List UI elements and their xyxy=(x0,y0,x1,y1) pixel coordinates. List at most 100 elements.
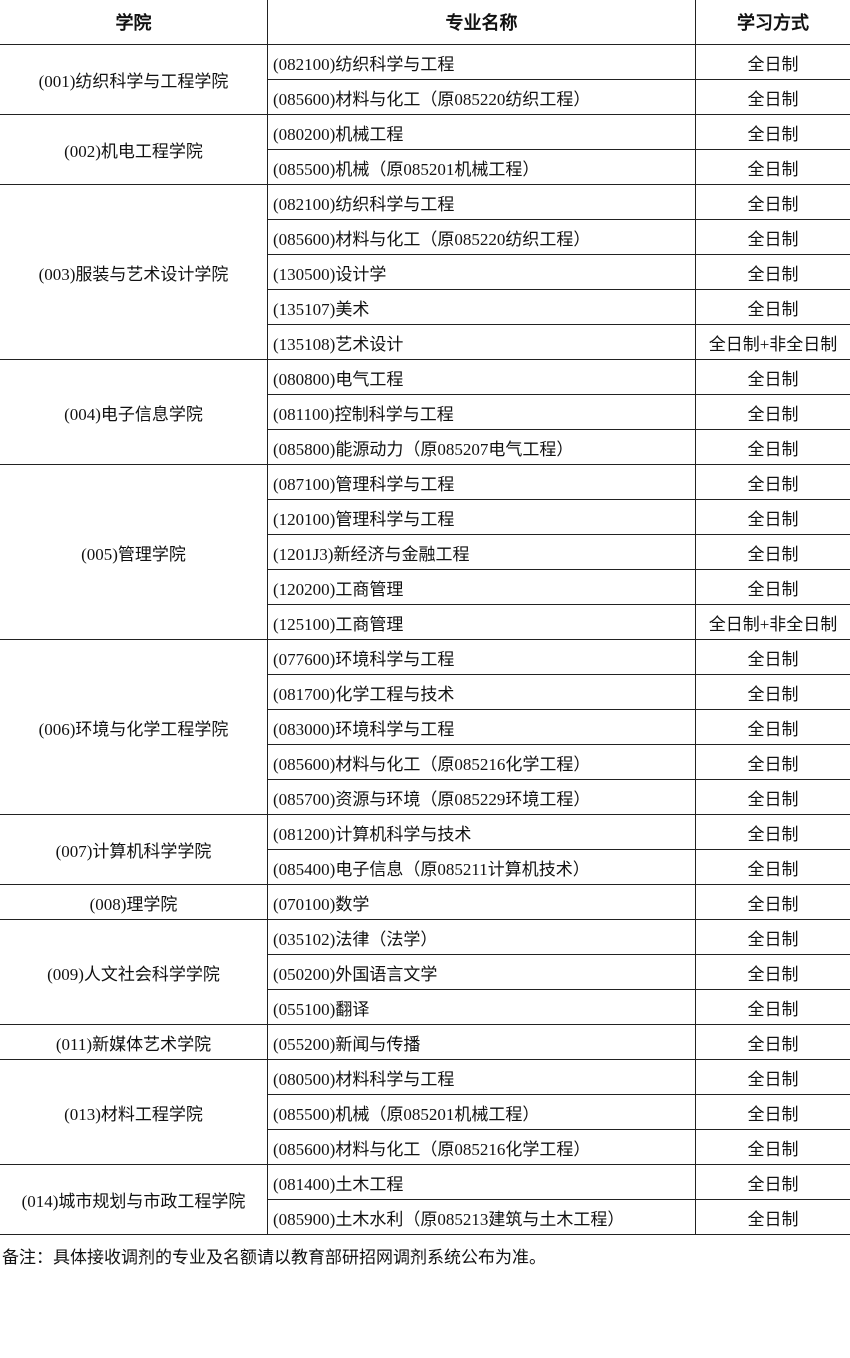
major-cell: (081200)计算机科学与技术 xyxy=(267,814,696,850)
college-cell: (008)理学院 xyxy=(0,884,268,920)
study-mode-cell: 全日制 xyxy=(695,499,850,535)
table-row: (130500)设计学 全日制 xyxy=(0,254,850,290)
major-cell: (120100)管理科学与工程 xyxy=(267,499,696,535)
major-cell: (077600)环境科学与工程 xyxy=(267,639,696,675)
table-row: (085600)材料与化工（原085220纺织工程） 全日制 xyxy=(0,79,850,115)
major-cell: (085800)能源动力（原085207电气工程） xyxy=(267,429,696,465)
study-mode-cell: 全日制 xyxy=(695,534,850,570)
table-row: (011)新媒体艺术学院 (055200)新闻与传播 全日制 xyxy=(0,1024,850,1060)
study-mode-cell: 全日制 xyxy=(695,674,850,710)
college-cell: (014)城市规划与市政工程学院 xyxy=(0,1164,268,1235)
college-cell: (005)管理学院 xyxy=(0,464,268,640)
table-row: (004)电子信息学院 (080800)电气工程 全日制 xyxy=(0,359,850,465)
study-mode-cell: 全日制 xyxy=(695,1164,850,1200)
study-mode-cell: 全日制 xyxy=(695,1129,850,1165)
major-cell: (085500)机械（原085201机械工程） xyxy=(267,1094,696,1130)
major-cell: (085500)机械（原085201机械工程） xyxy=(267,149,696,185)
table-row: (083000)环境科学与工程 全日制 xyxy=(0,709,850,745)
major-cell: (050200)外国语言文学 xyxy=(267,954,696,990)
study-mode-cell: 全日制 xyxy=(695,184,850,220)
major-cell: (055100)翻译 xyxy=(267,989,696,1025)
college-cell: (004)电子信息学院 xyxy=(0,359,268,465)
study-mode-cell: 全日制 xyxy=(695,1024,850,1060)
college-cell: (006)环境与化学工程学院 xyxy=(0,639,268,815)
major-cell: (080200)机械工程 xyxy=(267,114,696,150)
header-college: 学院 xyxy=(0,0,268,45)
study-mode-cell: 全日制 xyxy=(695,814,850,850)
table-row: (014)城市规划与市政工程学院 (081400)土木工程 全日制 xyxy=(0,1164,850,1235)
study-mode-cell: 全日制 xyxy=(695,709,850,745)
table-row: (081100)控制科学与工程 全日制 xyxy=(0,394,850,430)
table-row: (135108)艺术设计 全日制+非全日制 xyxy=(0,324,850,360)
table-row: (085700)资源与环境（原085229环境工程） 全日制 xyxy=(0,779,850,815)
study-mode-cell: 全日制 xyxy=(695,79,850,115)
college-cell: (003)服装与艺术设计学院 xyxy=(0,184,268,360)
study-mode-cell: 全日制 xyxy=(695,744,850,780)
major-cell: (1201J3)新经济与金融工程 xyxy=(267,534,696,570)
study-mode-cell: 全日制 xyxy=(695,394,850,430)
table-header-row: 学院 专业名称 学习方式 xyxy=(0,0,850,45)
table-row: (085900)土木水利（原085213建筑与土木工程） 全日制 xyxy=(0,1199,850,1235)
study-mode-cell: 全日制 xyxy=(695,464,850,500)
major-cell: (055200)新闻与传播 xyxy=(267,1024,696,1060)
major-cell: (087100)管理科学与工程 xyxy=(267,464,696,500)
major-cell: (070100)数学 xyxy=(267,884,696,920)
table-row: (003)服装与艺术设计学院 (082100)纺织科学与工程 全日制 xyxy=(0,184,850,360)
college-cell: (009)人文社会科学学院 xyxy=(0,919,268,1025)
table-row: (013)材料工程学院 (080500)材料科学与工程 全日制 xyxy=(0,1059,850,1165)
table-row: (009)人文社会科学学院 (035102)法律（法学） 全日制 xyxy=(0,919,850,1025)
table-row: (085600)材料与化工（原085216化学工程） 全日制 xyxy=(0,744,850,780)
study-mode-cell: 全日制 xyxy=(695,849,850,885)
study-mode-cell: 全日制 xyxy=(695,114,850,150)
major-cell: (125100)工商管理 xyxy=(267,604,696,640)
table-row: (135107)美术 全日制 xyxy=(0,289,850,325)
major-cell: (085700)资源与环境（原085229环境工程） xyxy=(267,779,696,815)
table-row: (006)环境与化学工程学院 (077600)环境科学与工程 全日制 xyxy=(0,639,850,815)
study-mode-cell: 全日制 xyxy=(695,1094,850,1130)
header-major: 专业名称 xyxy=(267,0,696,45)
study-mode-cell: 全日制 xyxy=(695,884,850,920)
major-cell: (080500)材料科学与工程 xyxy=(267,1059,696,1095)
study-mode-cell: 全日制 xyxy=(695,989,850,1025)
study-mode-cell: 全日制 xyxy=(695,44,850,80)
study-mode-cell: 全日制 xyxy=(695,289,850,325)
table-row: (085500)机械（原085201机械工程） 全日制 xyxy=(0,1094,850,1130)
table-row: (002)机电工程学院 (080200)机械工程 全日制 xyxy=(0,114,850,185)
study-mode-cell: 全日制+非全日制 xyxy=(695,604,850,640)
major-cell: (082100)纺织科学与工程 xyxy=(267,184,696,220)
major-cell: (085900)土木水利（原085213建筑与土木工程） xyxy=(267,1199,696,1235)
table-row: (085400)电子信息（原085211计算机技术） 全日制 xyxy=(0,849,850,885)
table-row: (085800)能源动力（原085207电气工程） 全日制 xyxy=(0,429,850,465)
college-cell: (002)机电工程学院 xyxy=(0,114,268,185)
major-cell: (081100)控制科学与工程 xyxy=(267,394,696,430)
study-mode-cell: 全日制 xyxy=(695,149,850,185)
major-cell: (085600)材料与化工（原085220纺织工程） xyxy=(267,79,696,115)
study-mode-cell: 全日制+非全日制 xyxy=(695,324,850,360)
study-mode-cell: 全日制 xyxy=(695,569,850,605)
major-cell: (135108)艺术设计 xyxy=(267,324,696,360)
study-mode-cell: 全日制 xyxy=(695,919,850,955)
study-mode-cell: 全日制 xyxy=(695,779,850,815)
footnote: 备注：具体接收调剂的专业及名额请以教育部研招网调剂系统公布为准。 xyxy=(2,1248,546,1267)
major-cell: (085600)材料与化工（原085220纺织工程） xyxy=(267,219,696,255)
table-row: (085600)材料与化工（原085220纺织工程） 全日制 xyxy=(0,219,850,255)
table-row: (085500)机械（原085201机械工程） 全日制 xyxy=(0,149,850,185)
major-cell: (130500)设计学 xyxy=(267,254,696,290)
study-mode-cell: 全日制 xyxy=(695,219,850,255)
major-cell: (081700)化学工程与技术 xyxy=(267,674,696,710)
college-cell: (011)新媒体艺术学院 xyxy=(0,1024,268,1060)
major-cell: (082100)纺织科学与工程 xyxy=(267,44,696,80)
study-mode-cell: 全日制 xyxy=(695,1199,850,1235)
table-row: (085600)材料与化工（原085216化学工程） 全日制 xyxy=(0,1129,850,1165)
major-cell: (083000)环境科学与工程 xyxy=(267,709,696,745)
table-row: (081700)化学工程与技术 全日制 xyxy=(0,674,850,710)
header-mode: 学习方式 xyxy=(695,0,850,45)
major-cell: (085600)材料与化工（原085216化学工程） xyxy=(267,1129,696,1165)
study-mode-cell: 全日制 xyxy=(695,1059,850,1095)
college-cell: (001)纺织科学与工程学院 xyxy=(0,44,268,115)
college-cell: (007)计算机科学学院 xyxy=(0,814,268,885)
college-cell: (013)材料工程学院 xyxy=(0,1059,268,1165)
table-row: (005)管理学院 (087100)管理科学与工程 全日制 xyxy=(0,464,850,640)
study-mode-cell: 全日制 xyxy=(695,639,850,675)
study-mode-cell: 全日制 xyxy=(695,954,850,990)
